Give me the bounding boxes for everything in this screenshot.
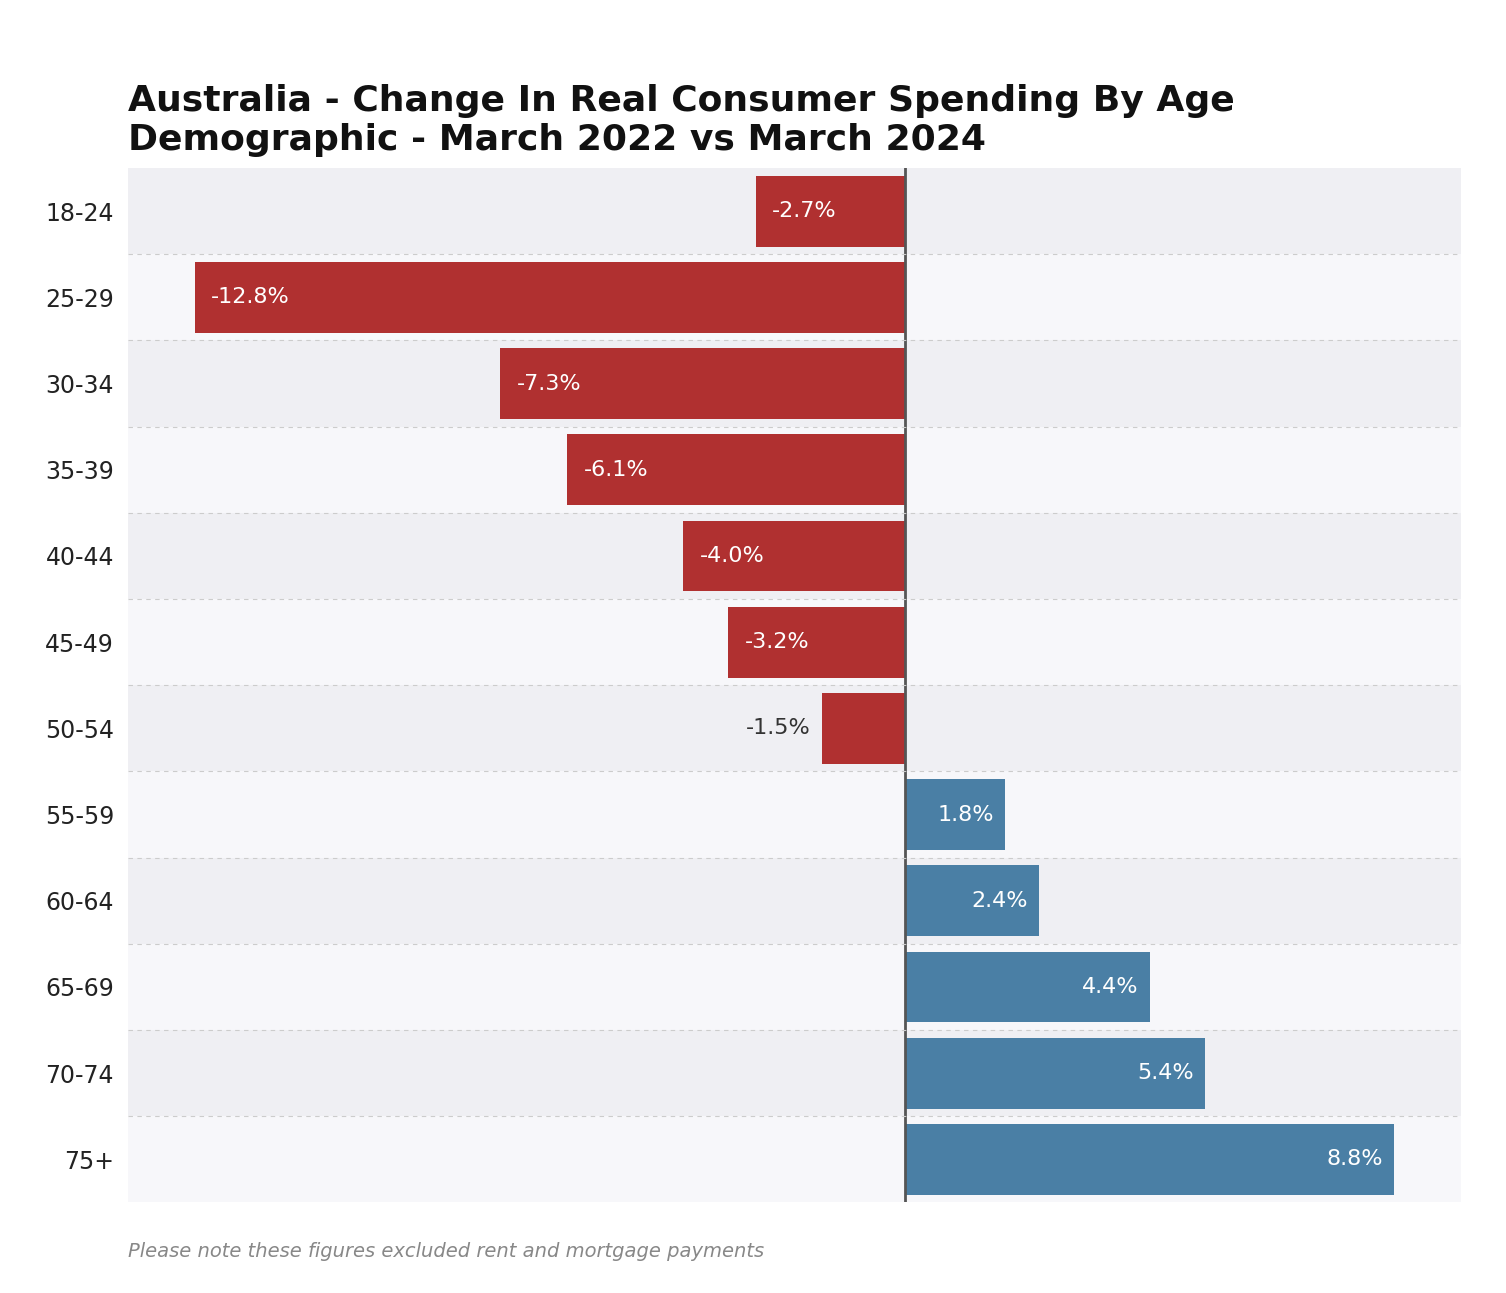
Bar: [128, 1031, 1461, 1116]
Bar: [684, 521, 905, 591]
Bar: [128, 427, 1461, 513]
Bar: [128, 857, 1461, 944]
Bar: [194, 262, 905, 332]
Text: 2.4%: 2.4%: [971, 891, 1027, 910]
Bar: [128, 944, 1461, 1031]
Text: 4.4%: 4.4%: [1083, 978, 1139, 997]
Text: 8.8%: 8.8%: [1327, 1149, 1383, 1169]
Bar: [128, 513, 1461, 599]
Text: 1.8%: 1.8%: [938, 804, 994, 825]
Bar: [822, 693, 905, 764]
Bar: [128, 599, 1461, 685]
Bar: [756, 176, 905, 247]
Bar: [905, 865, 1039, 936]
Bar: [128, 255, 1461, 340]
Bar: [905, 1124, 1395, 1195]
Text: -7.3%: -7.3%: [517, 374, 581, 393]
Text: -4.0%: -4.0%: [700, 546, 765, 566]
Text: -2.7%: -2.7%: [773, 202, 837, 221]
Bar: [128, 340, 1461, 427]
Bar: [905, 780, 1006, 850]
Text: 5.4%: 5.4%: [1137, 1063, 1194, 1084]
Text: Australia - Change In Real Consumer Spending By Age
Demographic - March 2022 vs : Australia - Change In Real Consumer Spen…: [128, 84, 1235, 158]
Bar: [566, 434, 905, 506]
Bar: [905, 1038, 1205, 1108]
Text: -1.5%: -1.5%: [747, 719, 812, 738]
Bar: [727, 606, 905, 678]
Text: -12.8%: -12.8%: [211, 287, 291, 308]
Bar: [500, 348, 905, 419]
Text: -6.1%: -6.1%: [583, 460, 648, 480]
Bar: [905, 952, 1149, 1023]
Text: -3.2%: -3.2%: [744, 632, 809, 652]
Bar: [128, 685, 1461, 772]
Text: Please note these figures excluded rent and mortgage payments: Please note these figures excluded rent …: [128, 1241, 764, 1261]
Bar: [128, 168, 1461, 255]
Bar: [128, 772, 1461, 857]
Bar: [128, 1116, 1461, 1202]
